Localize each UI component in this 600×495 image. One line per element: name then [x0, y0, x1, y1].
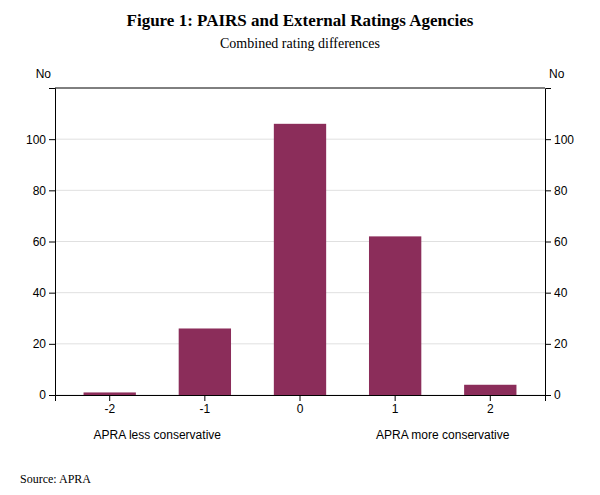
y-axis-label: No: [36, 67, 52, 81]
tick-label: 0: [297, 402, 304, 416]
tick-mark: [545, 395, 551, 396]
frame-top: [55, 88, 545, 89]
tick-label: 0: [39, 388, 46, 402]
tick-label: -2: [104, 402, 115, 416]
bar: [179, 328, 231, 395]
y-axis: 0 20 40 60 80 100: [26, 89, 56, 403]
axis-line: [56, 396, 546, 402]
axis-line: [49, 89, 56, 396]
tick: -1: [200, 395, 211, 416]
tick-label: 80: [554, 184, 568, 198]
tick-mark: [49, 139, 55, 140]
tick: 60: [545, 235, 568, 249]
tick-mark: [49, 190, 55, 191]
tick-label: 80: [33, 184, 47, 198]
tick-mark: [490, 395, 491, 401]
tick: 60: [33, 235, 55, 249]
tick-label: 60: [33, 235, 47, 249]
plot: -2-1012020406080100020406080100NoNoAPRA …: [26, 67, 574, 442]
annotation: APRA more conservative: [376, 428, 510, 442]
tick: -2: [104, 395, 115, 416]
tick: 20: [33, 337, 55, 351]
tick: 80: [545, 184, 568, 198]
tick-mark: [300, 395, 301, 401]
tick-mark: [545, 242, 551, 243]
tick-label: 20: [33, 337, 47, 351]
y2-axis-label: No: [549, 67, 565, 81]
tick: 0: [297, 395, 304, 416]
source: Source: APRA: [20, 472, 91, 486]
tick-label: 2: [487, 402, 494, 416]
tick-label: 60: [554, 235, 568, 249]
tick-mark: [545, 293, 551, 294]
axis-line: [546, 89, 552, 396]
tick-mark: [545, 190, 551, 191]
tick-mark: [49, 242, 55, 243]
tick-label: -1: [200, 402, 211, 416]
bar: [464, 385, 516, 395]
tick-mark: [49, 395, 55, 396]
tick: 0: [545, 388, 561, 402]
subtitle: Combined rating differences: [220, 36, 380, 51]
tick: 40: [33, 286, 55, 300]
tick-mark: [204, 395, 205, 401]
tick-label: 100: [554, 133, 574, 147]
tick-label: 0: [554, 388, 561, 402]
tick-label: 40: [33, 286, 47, 300]
tick-label: 100: [26, 133, 46, 147]
annotation: APRA less conservative: [94, 428, 222, 442]
chart: Figure 1: PAIRS and External Ratings Age…: [0, 0, 600, 495]
bar: [369, 236, 421, 395]
tick-mark: [49, 344, 55, 345]
y2-axis: 0 20 40 60 80 100: [545, 89, 574, 403]
tick-label: 40: [554, 286, 568, 300]
tick: 1: [392, 395, 399, 416]
tick-mark: [545, 344, 551, 345]
x-axis: -2 -1 0 1 2: [56, 395, 546, 416]
title: Figure 1: PAIRS and External Ratings Age…: [127, 11, 474, 30]
tick: 100: [26, 133, 55, 147]
bars: [84, 124, 517, 395]
tick: 80: [33, 184, 55, 198]
tick-mark: [49, 293, 55, 294]
tick-mark: [395, 395, 396, 401]
tick-label: 20: [554, 337, 568, 351]
tick: 2: [487, 395, 494, 416]
tick: 0: [39, 388, 55, 402]
bar: [84, 392, 136, 395]
tick-mark: [545, 139, 551, 140]
tick: 40: [545, 286, 568, 300]
tick-label: 1: [392, 402, 399, 416]
tick: 100: [545, 133, 574, 147]
tick: 20: [545, 337, 568, 351]
tick-mark: [109, 395, 110, 401]
bar: [274, 124, 326, 395]
